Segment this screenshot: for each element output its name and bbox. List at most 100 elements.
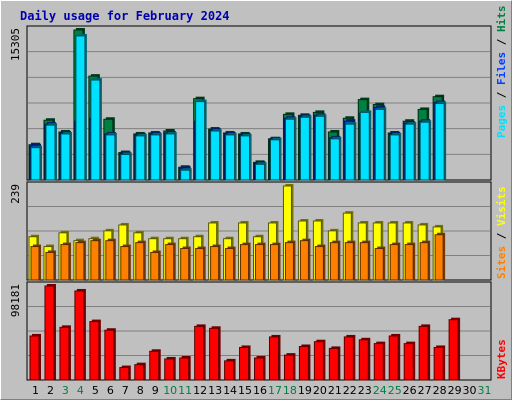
- bar-sites-day-19: [299, 240, 309, 281]
- bar-kbytes-day-23: [358, 339, 369, 381]
- bar-sites-day-5: [90, 240, 100, 281]
- x-tick-day-8: 8: [137, 384, 144, 397]
- x-tick-day-12: 12: [193, 384, 207, 397]
- bar-pages-day-5: [90, 79, 101, 181]
- bar-kbytes-day-1: [29, 335, 40, 381]
- bar-kbytes-day-2: [44, 285, 55, 381]
- bar-pages-day-9: [150, 134, 161, 181]
- bar-sites-day-25: [389, 244, 399, 281]
- bar-pages-day-4: [75, 35, 86, 181]
- bar-kbytes-day-12: [194, 325, 205, 381]
- bar-pages-day-16: [255, 163, 266, 181]
- bar-kbytes-day-26: [403, 343, 414, 381]
- x-tick-day-31: 31: [478, 384, 492, 397]
- bar-sites-day-11: [180, 248, 190, 281]
- bar-pages-day-19: [299, 116, 310, 181]
- legend-top: Pages / Files / Hits: [495, 6, 508, 139]
- bar-pages-day-12: [195, 101, 206, 181]
- x-tick-day-9: 9: [152, 384, 159, 397]
- x-tick-day-17: 17: [268, 384, 282, 397]
- bar-pages-day-18: [284, 118, 295, 181]
- bar-sites-day-1: [30, 246, 40, 281]
- bar-kbytes-day-6: [104, 329, 115, 381]
- bar-sites-day-2: [45, 251, 55, 281]
- bar-sites-day-27: [419, 242, 429, 281]
- bar-sites-day-22: [344, 242, 354, 281]
- bar-kbytes-day-11: [179, 357, 190, 381]
- bar-kbytes-day-18: [283, 354, 294, 381]
- x-tick-day-19: 19: [298, 384, 312, 397]
- legend-separator: /: [495, 32, 508, 52]
- chart-title: Daily usage for February 2024: [20, 9, 230, 23]
- bar-sites-day-10: [165, 244, 175, 281]
- legend-separator: /: [495, 85, 508, 105]
- x-tick-day-28: 28: [433, 384, 447, 397]
- bar-pages-day-6: [105, 134, 116, 181]
- bar-pages-day-13: [210, 130, 221, 181]
- bar-sites-day-20: [314, 246, 324, 281]
- x-tick-day-3: 3: [62, 384, 69, 397]
- x-tick-day-16: 16: [253, 384, 267, 397]
- x-tick-day-10: 10: [163, 384, 177, 397]
- bar-kbytes-day-21: [328, 347, 339, 381]
- bar-kbytes-day-25: [388, 335, 399, 381]
- x-tick-day-11: 11: [178, 384, 192, 397]
- bar-pages-day-7: [120, 154, 131, 181]
- x-tick-day-13: 13: [208, 384, 222, 397]
- bar-kbytes-day-7: [119, 367, 130, 381]
- bar-pages-day-14: [225, 134, 236, 181]
- bar-sites-day-14: [225, 248, 235, 281]
- bar-pages-day-20: [314, 115, 325, 181]
- x-tick-day-27: 27: [418, 384, 432, 397]
- x-tick-day-2: 2: [47, 384, 54, 397]
- bar-pages-day-21: [329, 138, 340, 181]
- legend-bottom: KBytes: [495, 339, 508, 379]
- bar-kbytes-day-19: [298, 345, 309, 381]
- bar-pages-day-2: [45, 124, 56, 181]
- bar-sites-day-9: [150, 251, 160, 281]
- bar-kbytes-day-17: [268, 336, 279, 381]
- bar-pages-day-8: [135, 135, 146, 181]
- bar-kbytes-day-16: [254, 357, 265, 381]
- bar-sites-day-28: [434, 234, 444, 281]
- bar-kbytes-day-8: [134, 364, 145, 381]
- bar-sites-day-24: [374, 248, 384, 281]
- bar-pages-day-3: [60, 133, 71, 181]
- legend-item-pages: Pages: [495, 105, 508, 138]
- bar-kbytes-day-5: [89, 321, 100, 381]
- bar-pages-day-1: [30, 147, 41, 181]
- bar-kbytes-day-3: [59, 326, 70, 381]
- legend-item-hits: Hits: [495, 6, 508, 33]
- bar-pages-day-26: [404, 123, 415, 181]
- x-tick-day-6: 6: [107, 384, 114, 397]
- bar-kbytes-day-29: [448, 319, 459, 381]
- bar-pages-day-23: [359, 111, 370, 181]
- bar-sites-day-4: [75, 242, 85, 281]
- bar-kbytes-day-9: [149, 350, 160, 381]
- x-tick-day-18: 18: [283, 384, 297, 397]
- ymax-label-top: 15305: [9, 28, 22, 61]
- bar-pages-day-15: [240, 135, 251, 181]
- bar-pages-day-17: [269, 139, 280, 181]
- x-tick-day-14: 14: [223, 384, 237, 397]
- bar-sites-day-3: [60, 244, 70, 281]
- bar-sites-day-7: [120, 246, 130, 281]
- bar-kbytes-day-10: [164, 358, 175, 381]
- bar-sites-day-26: [404, 244, 414, 281]
- legend-middle: Sites / Visits: [495, 186, 508, 279]
- bar-pages-day-11: [180, 169, 191, 181]
- bar-sites-day-23: [359, 242, 369, 281]
- bar-kbytes-day-15: [239, 346, 250, 381]
- x-tick-day-29: 29: [448, 384, 462, 397]
- legend-item-kbytes: KBytes: [495, 339, 508, 379]
- bar-kbytes-day-20: [313, 341, 324, 381]
- bar-kbytes-day-13: [209, 327, 220, 381]
- bar-sites-day-21: [329, 242, 339, 281]
- bar-kbytes-day-27: [418, 325, 429, 381]
- bar-kbytes-day-28: [433, 346, 444, 381]
- legend-item-visits: Visits: [495, 186, 508, 226]
- x-tick-day-26: 26: [403, 384, 417, 397]
- x-tick-day-20: 20: [313, 384, 327, 397]
- bar-sites-day-12: [195, 248, 205, 281]
- legend-separator: /: [495, 226, 508, 246]
